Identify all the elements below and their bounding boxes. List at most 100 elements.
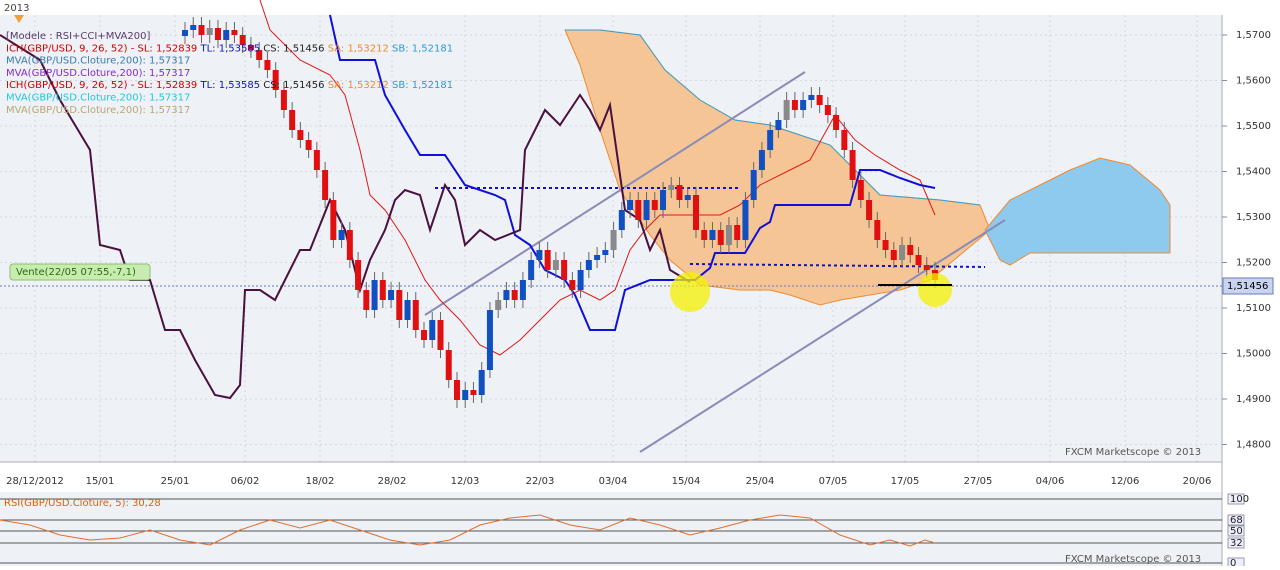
level-box — [1227, 525, 1245, 537]
channel-line — [639, 219, 1006, 453]
legend-row: MVA(GBP/USD.Cloture,200): 1,57317 — [6, 105, 190, 116]
price-label: 1,5700 — [1236, 30, 1271, 41]
candle — [495, 300, 502, 310]
candle — [841, 130, 848, 150]
date-label: 20/06 — [1183, 476, 1212, 487]
grid — [0, 15, 1222, 564]
kijun-line — [329, 14, 936, 331]
candle — [618, 210, 625, 230]
current-price: 1,51456 — [1227, 281, 1268, 292]
level-box — [1227, 537, 1245, 549]
date-label: 06/02 — [231, 476, 260, 487]
candle — [231, 30, 238, 35]
candle — [692, 195, 699, 230]
candle — [866, 200, 873, 220]
legend-item: MVA(GBP/USD.Cloture,200): 1,57317 — [6, 93, 190, 104]
marker — [14, 15, 24, 23]
candle — [198, 25, 205, 35]
candle — [280, 90, 287, 110]
candle — [651, 200, 658, 210]
legend-item: MVA(GBP/USD.Cloture,200): 1,57317 — [6, 56, 190, 67]
candle — [643, 200, 650, 220]
candle — [750, 170, 757, 200]
candle — [882, 240, 889, 250]
legend-item: CS: 1,51456 — [263, 80, 324, 91]
candle — [610, 230, 617, 250]
candle — [470, 390, 477, 395]
candle — [462, 390, 469, 400]
candle — [561, 260, 568, 280]
candle — [297, 130, 304, 140]
watermark: FXCM Marketscope © 2013 — [1065, 554, 1201, 565]
level-label: 100 — [1230, 494, 1249, 505]
price-label: 1,4900 — [1236, 394, 1271, 405]
signal-box — [9, 263, 151, 281]
candle — [676, 185, 683, 200]
candle — [585, 260, 592, 270]
candles — [182, 17, 938, 408]
legend-item: TL: 1,53585 — [200, 80, 261, 91]
candle — [725, 225, 732, 245]
candle — [923, 265, 930, 270]
candle — [915, 255, 922, 265]
candle — [907, 245, 914, 255]
candle — [874, 220, 881, 240]
candle — [272, 70, 279, 90]
price-label: 1,5200 — [1236, 258, 1271, 269]
candle — [511, 290, 518, 300]
level-label: 50 — [1230, 526, 1243, 537]
legend-item: SA: 1,53212 — [328, 80, 389, 91]
legend-row: MVA(GBP/USD.Cloture,200): 1,57317 — [6, 68, 190, 79]
candle — [379, 280, 386, 300]
candle — [602, 250, 609, 255]
legend: [Modele : RSI+CCI+MVA200]ICH(GBP/USD, 9,… — [6, 31, 453, 116]
current-price-box — [1222, 277, 1274, 295]
candle — [289, 110, 296, 130]
level-box — [1227, 514, 1245, 526]
candle — [734, 225, 741, 240]
legend-item: CS: 1,51456 — [263, 43, 324, 54]
rsi-legend: RSI(GBP/USD.Cloture, 5): 30,28 — [4, 498, 161, 509]
legend-item: SA: 1,53212 — [328, 43, 389, 54]
candle — [536, 250, 543, 260]
rsi-panel — [0, 492, 1222, 566]
candle — [396, 290, 403, 320]
candle — [388, 290, 395, 300]
candle — [552, 260, 559, 270]
highlight — [918, 273, 952, 307]
channel-line — [424, 71, 806, 316]
date-label: 15/01 — [86, 476, 115, 487]
candle — [421, 330, 428, 340]
date-label: 03/04 — [599, 476, 628, 487]
legend-item: ICH(GBP/USD, 9, 26, 52) - SL: 1,52839 — [6, 43, 197, 54]
candle — [800, 100, 807, 110]
candle — [247, 45, 254, 50]
legend-item: [Modele : RSI+CCI+MVA200] — [6, 31, 150, 42]
rsi-line — [0, 514, 936, 547]
candle — [363, 290, 370, 310]
level-line — [689, 263, 986, 268]
candle — [833, 115, 840, 130]
candle — [701, 230, 708, 240]
candle — [791, 100, 798, 110]
candle — [371, 280, 378, 310]
candle — [899, 245, 906, 260]
date-label: 17/05 — [891, 476, 920, 487]
date-label: 07/05 — [819, 476, 848, 487]
candle — [330, 200, 337, 240]
date-label: 27/05 — [964, 476, 993, 487]
date-label: 18/02 — [306, 476, 335, 487]
candle — [355, 260, 362, 290]
legend-row: ICH(GBP/USD, 9, 26, 52) - SL: 1,52839 TL… — [6, 43, 453, 54]
candle — [767, 130, 774, 150]
legend-item: SB: 1,52181 — [392, 43, 453, 54]
date-label: 22/03 — [526, 476, 555, 487]
candle — [594, 255, 601, 260]
candle — [412, 300, 419, 330]
price-label: 1,5600 — [1236, 76, 1271, 87]
candle — [808, 95, 815, 100]
price-label: 1,4800 — [1236, 440, 1271, 451]
candle — [849, 150, 856, 180]
candle — [478, 370, 485, 395]
candle — [190, 25, 197, 30]
